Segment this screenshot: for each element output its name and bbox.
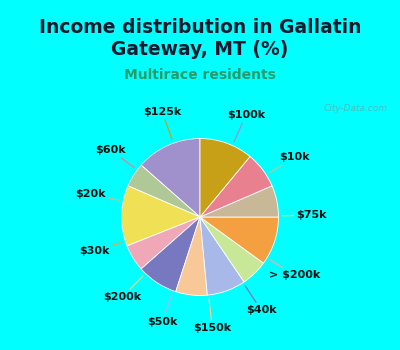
Wedge shape: [176, 217, 207, 295]
Text: > $200k: > $200k: [270, 260, 321, 280]
Text: $60k: $60k: [96, 145, 134, 168]
Text: $10k: $10k: [270, 152, 309, 173]
Text: Multirace residents: Multirace residents: [124, 68, 276, 82]
Wedge shape: [141, 217, 200, 292]
Text: $75k: $75k: [282, 210, 327, 220]
Wedge shape: [200, 217, 278, 263]
Text: $40k: $40k: [245, 286, 276, 315]
Text: $200k: $200k: [103, 276, 143, 302]
Wedge shape: [141, 139, 200, 217]
Wedge shape: [127, 217, 200, 269]
Text: Gateway, MT (%): Gateway, MT (%): [111, 40, 289, 60]
Text: City-Data.com: City-Data.com: [324, 104, 388, 113]
Wedge shape: [200, 139, 250, 217]
Text: $125k: $125k: [143, 107, 181, 139]
Text: $30k: $30k: [79, 243, 122, 257]
Text: $150k: $150k: [193, 299, 231, 333]
Wedge shape: [128, 165, 200, 217]
Text: Income distribution in Gallatin: Income distribution in Gallatin: [39, 18, 361, 37]
Wedge shape: [200, 217, 264, 282]
Text: $20k: $20k: [76, 189, 119, 200]
Text: $100k: $100k: [227, 111, 265, 142]
Wedge shape: [122, 186, 200, 246]
Wedge shape: [200, 156, 272, 217]
Wedge shape: [200, 186, 278, 217]
Text: $50k: $50k: [147, 295, 178, 327]
Wedge shape: [200, 217, 244, 295]
